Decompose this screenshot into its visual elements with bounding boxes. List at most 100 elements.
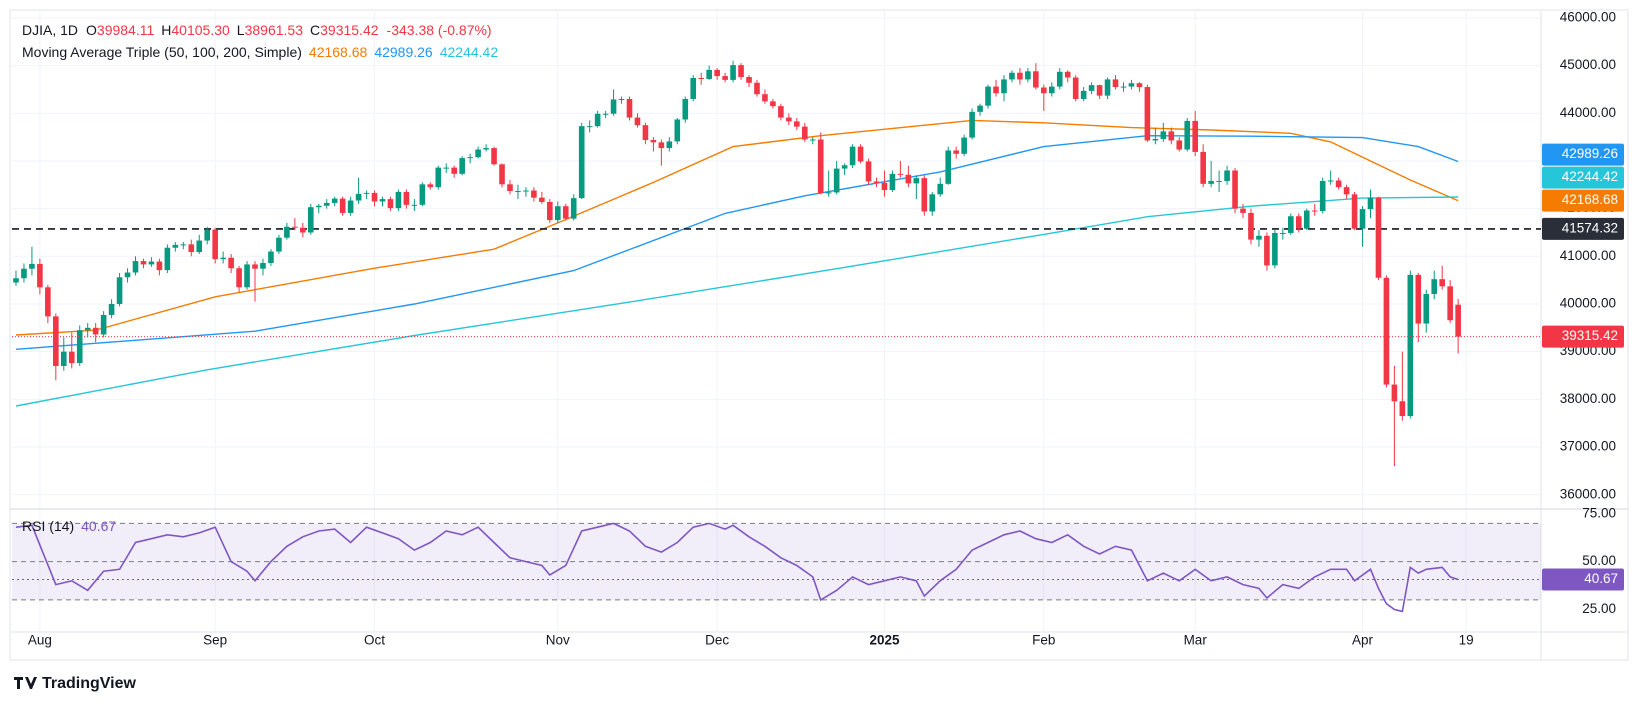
ma-value: 42168.68 (309, 44, 368, 60)
candle-body (1152, 139, 1159, 141)
x-tick-label: Dec (705, 633, 729, 648)
candle-body (1351, 194, 1358, 229)
candle-body (698, 77, 705, 79)
candle-body (929, 194, 936, 212)
candle-body (897, 173, 904, 175)
candle-body (228, 257, 234, 269)
x-tick-label: Apr (1352, 633, 1374, 648)
candle-body (547, 201, 553, 221)
symbol: DJIA, 1D (22, 22, 78, 38)
plot-layer (12, 60, 1541, 613)
candle-body (220, 257, 226, 260)
candle-body (602, 113, 609, 115)
rsi-title: RSI (14) (22, 518, 74, 534)
price-badge: 42168.68 (1562, 192, 1618, 207)
candle-body (610, 99, 617, 114)
rsi-badge: 40.67 (1584, 571, 1618, 586)
ohlc-value: 40105.30 (171, 22, 230, 38)
candle-body (140, 261, 147, 265)
price-badge: 39315.42 (1562, 328, 1618, 343)
candle-body (562, 206, 569, 219)
x-tick-label: Nov (546, 633, 570, 648)
candle-body (100, 314, 107, 335)
candle-body (252, 264, 258, 269)
ohlc-label: L (237, 22, 245, 38)
candle-body (570, 198, 577, 219)
candle-body (1048, 86, 1055, 94)
candle-body (1200, 151, 1206, 184)
candle-body (1112, 79, 1119, 88)
candle-body (857, 146, 864, 162)
price-badge: 42989.26 (1562, 146, 1618, 161)
candle-body (156, 261, 163, 271)
candle-body (1303, 210, 1310, 229)
x-tick-label: Mar (1184, 633, 1208, 648)
candle-body (794, 121, 800, 127)
logo: TradingView (14, 675, 137, 692)
rsi-tick-label: 50.00 (1582, 553, 1616, 568)
candle-body (1455, 304, 1461, 337)
candle-body (427, 184, 434, 188)
candle-body (690, 77, 697, 99)
candle-body (172, 244, 179, 248)
x-tick-label: 19 (1459, 633, 1474, 648)
candle-body (1343, 187, 1350, 195)
candle-body (475, 149, 481, 158)
candle-body (865, 161, 872, 182)
candle-body (1168, 131, 1175, 141)
ohlc-label: O (86, 22, 97, 38)
candle-body (778, 106, 784, 118)
candle-body (499, 164, 505, 185)
rsi-tick-label: 25.00 (1582, 601, 1616, 616)
candle-body (292, 226, 298, 228)
candle-body (1041, 87, 1047, 94)
candle-body (307, 207, 314, 233)
candle-body (443, 167, 450, 169)
candle-body (1319, 180, 1326, 212)
candle-body (403, 191, 410, 205)
ohlc-label: H (161, 22, 171, 38)
candle-body (539, 197, 545, 202)
candle-body (92, 327, 99, 335)
candle-body (817, 139, 824, 193)
candle-body (379, 199, 386, 202)
candle-body (515, 190, 521, 192)
logo-text: TradingView (42, 675, 137, 692)
candle-body (714, 69, 720, 77)
candle-body (1192, 120, 1199, 152)
candle-body (849, 146, 856, 166)
candle-body (1288, 216, 1294, 233)
candle-body (985, 86, 991, 106)
candle-body (531, 190, 537, 198)
candle-body (260, 262, 266, 269)
candle-body (801, 126, 808, 140)
candle-body (1431, 279, 1438, 294)
candle-body (1439, 279, 1446, 287)
candle-body (586, 126, 593, 128)
candle-body (1232, 170, 1238, 209)
candle-body (29, 263, 35, 269)
candle-body (666, 141, 673, 149)
y-tick-label: 37000.00 (1560, 439, 1616, 454)
grid-layer (10, 10, 1628, 660)
candle-body (180, 244, 187, 246)
change: -343.38 (-0.87%) (387, 22, 492, 38)
y-tick-label: 36000.00 (1560, 486, 1616, 501)
candle-body (746, 77, 752, 83)
price-badge-bg (1542, 325, 1624, 348)
candle-body (53, 316, 59, 366)
ohlc-value: 39984.11 (97, 22, 155, 38)
candle-body (594, 113, 601, 127)
candle-body (658, 142, 665, 149)
candle-body (21, 268, 27, 279)
candle-body (1136, 83, 1143, 88)
candle-body (1144, 87, 1151, 141)
candle-body (1033, 71, 1039, 88)
candle-body (1311, 210, 1318, 212)
candle-body (881, 182, 888, 191)
candle-body (13, 278, 19, 283)
candle-body (873, 181, 880, 183)
candle-body (554, 206, 561, 221)
y-tick-label: 41000.00 (1560, 248, 1616, 263)
